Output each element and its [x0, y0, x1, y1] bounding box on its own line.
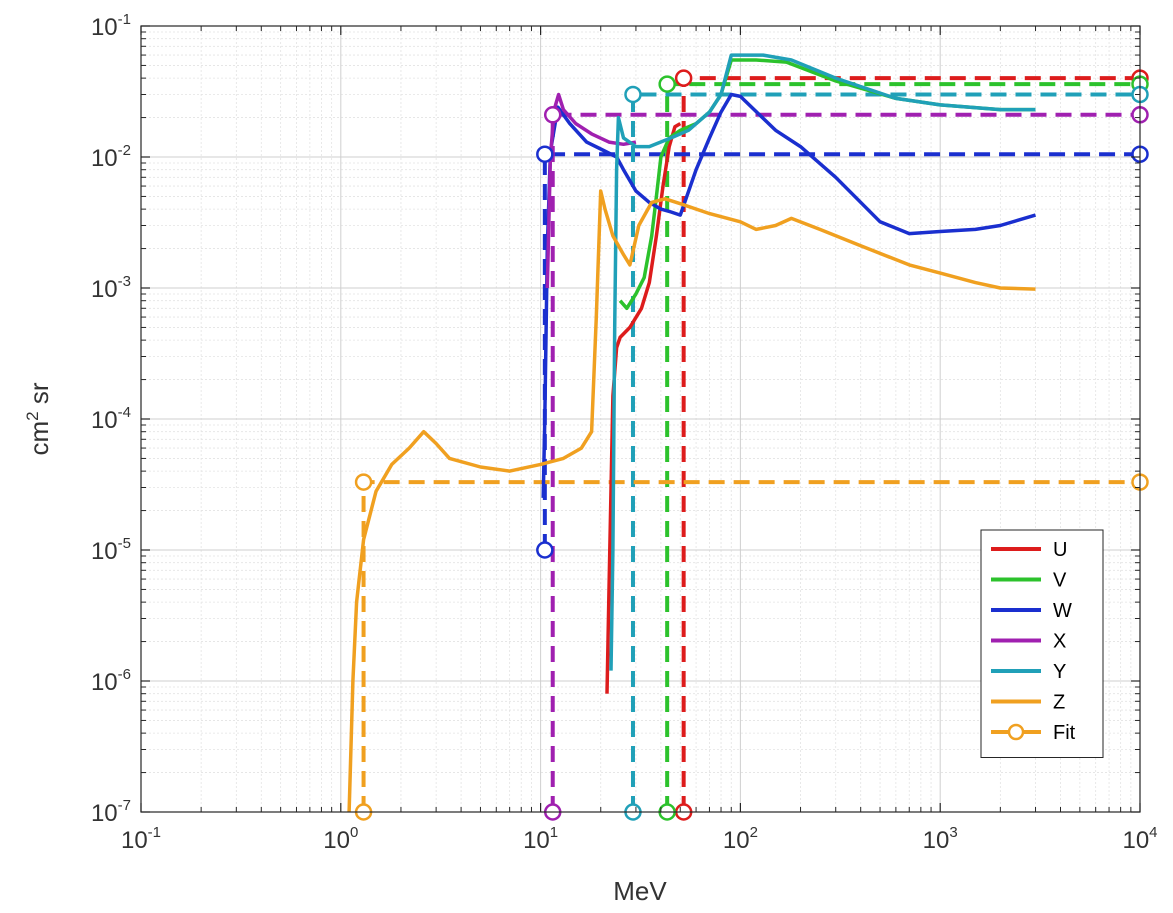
- x-tick-label: 103: [923, 824, 958, 854]
- fit-marker-w: [536, 541, 554, 559]
- y-tick-label: 10-4: [91, 404, 131, 434]
- x-tick-exp: 2: [750, 824, 758, 841]
- y-tick-exp: -5: [118, 535, 131, 552]
- legend-label-u: U: [1053, 539, 1067, 561]
- x-tick-exp: -1: [148, 824, 161, 841]
- fit-marker-v: [658, 75, 676, 93]
- y-tick-exp: -1: [118, 11, 131, 28]
- x-tick-label: 102: [723, 824, 758, 854]
- legend-label-w: W: [1053, 600, 1072, 622]
- y-tick-label: 10-1: [91, 11, 131, 41]
- fit-marker-y: [624, 85, 642, 104]
- fit-marker-z: [354, 473, 373, 491]
- y-tick-label: 10-3: [91, 273, 131, 303]
- legend-label-y: Y: [1053, 661, 1066, 683]
- y-tick-base: 10: [91, 276, 118, 303]
- x-tick-label: 100: [323, 824, 358, 854]
- y-tick-exp: -4: [118, 404, 131, 421]
- y-tick-exp: -2: [118, 142, 131, 159]
- fit-marker-w: [536, 145, 554, 163]
- legend-box: [980, 529, 1104, 758]
- curve-y: [609, 53, 1036, 671]
- y-axis-label: cm2 sr: [23, 382, 54, 455]
- x-tick-exp: 3: [949, 824, 957, 841]
- axis-ticks: [140, 25, 1141, 813]
- y-tick-label: 10-5: [91, 535, 131, 565]
- x-tick-base: 10: [1122, 827, 1149, 854]
- x-tick-base: 10: [723, 827, 750, 854]
- legend-label-z: Z: [1053, 692, 1065, 714]
- y-tick-base: 10: [91, 145, 118, 172]
- y-tick-exp: -7: [118, 797, 131, 814]
- y-tick-label: 10-7: [91, 797, 131, 827]
- x-tick-base: 10: [523, 827, 550, 854]
- curve-w: [541, 92, 1036, 498]
- y-axis-label-suffix: sr: [24, 382, 54, 411]
- y-tick-label: 10-6: [91, 666, 131, 696]
- y-tick-base: 10: [91, 538, 118, 565]
- y-tick-exp: -3: [118, 273, 131, 290]
- x-tick-label: 10-1: [121, 824, 161, 854]
- legend-label-fit: Fit: [1053, 722, 1076, 744]
- legend-marker: [1007, 723, 1025, 741]
- y-tick-labels: 10-710-610-510-410-310-210-1: [91, 11, 131, 827]
- fit-marker-u: [674, 69, 693, 87]
- x-tick-labels: 10-1 100 101 102 103 104: [121, 824, 1158, 854]
- y-tick-base: 10: [91, 800, 118, 827]
- x-tick-base: 10: [323, 827, 350, 854]
- y-tick-label: 10-2: [91, 142, 131, 172]
- y-tick-base: 10: [91, 669, 118, 696]
- x-tick-exp: 4: [1149, 824, 1157, 841]
- x-tick-label: 101: [523, 824, 558, 854]
- y-axis-label-base: cm: [24, 421, 54, 456]
- x-tick-base: 10: [923, 827, 950, 854]
- y-tick-base: 10: [91, 14, 118, 41]
- legend-label-x: X: [1053, 631, 1066, 653]
- series-curves: [347, 53, 1036, 813]
- x-tick-exp: 1: [550, 824, 558, 841]
- x-axis-label: MeV: [613, 876, 667, 906]
- x-tick-base: 10: [121, 827, 148, 854]
- fit-line-x: [550, 112, 1140, 812]
- x-tick-label: 104: [1122, 824, 1157, 854]
- y-axis-label-sup: 2: [23, 411, 42, 420]
- legend-label-v: V: [1053, 570, 1067, 592]
- y-tick-base: 10: [91, 407, 118, 434]
- fit-marker-x: [543, 106, 562, 124]
- y-tick-exp: -6: [118, 666, 131, 683]
- curve-z: [347, 189, 1036, 813]
- fit-line-y: [630, 92, 1140, 812]
- x-tick-exp: 0: [350, 824, 358, 841]
